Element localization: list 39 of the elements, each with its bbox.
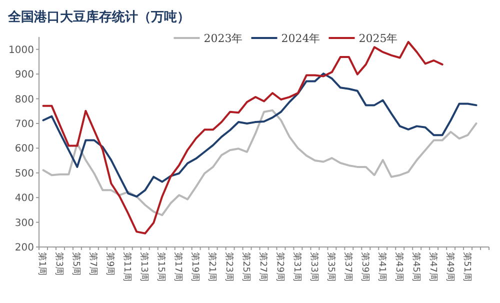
x-tick-label: 第31周: [291, 252, 302, 282]
y-tick-label: 500: [14, 168, 34, 180]
x-tick-label: 第3周: [54, 252, 65, 276]
x-tick-label: 第25周: [240, 252, 252, 282]
x-tick-label: 第23周: [224, 252, 235, 282]
x-tick-label: 第37周: [342, 252, 354, 282]
x-tick-label: 第17周: [172, 252, 184, 282]
legend-label: 2025年: [358, 32, 398, 45]
y-tick-label: 1000: [8, 44, 34, 56]
x-tick-label: 第15周: [156, 252, 167, 282]
legend-label: 2024年: [281, 32, 320, 45]
y-tick-label: 900: [14, 70, 34, 81]
x-tick-label: 第1周: [36, 252, 48, 276]
x-tick-label: 第41周: [376, 252, 388, 282]
x-tick-label: 第19周: [190, 252, 201, 282]
x-tick-label: 第39周: [359, 252, 370, 282]
x-tick-label: 第11周: [122, 252, 133, 282]
x-tick-label: 第49周: [444, 252, 456, 282]
legend-label: 2023年: [204, 32, 243, 45]
x-tick-label: 第13周: [138, 252, 150, 282]
x-tick-label: 第5周: [70, 252, 82, 276]
x-tick-label: 第45周: [410, 252, 422, 282]
x-tick-label: 第21周: [206, 252, 218, 282]
x-tick-label: 第51周: [461, 252, 472, 282]
y-tick-label: 700: [14, 118, 34, 130]
y-tick-label: 600: [14, 144, 34, 155]
y-tick-label: 200: [14, 242, 34, 254]
x-tick-label: 第29周: [274, 252, 286, 282]
x-tick-label: 第35周: [325, 252, 336, 282]
x-tick-label: 第9周: [104, 252, 116, 276]
x-tick-label: 第43周: [393, 252, 404, 282]
x-tick-label: 第27周: [258, 252, 268, 282]
x-tick-label: 第7周: [88, 252, 99, 276]
x-tick-label: 第33周: [308, 252, 320, 282]
y-tick-label: 400: [14, 193, 34, 204]
y-tick-label: 300: [14, 218, 34, 229]
y-tick-label: 800: [14, 94, 34, 106]
x-tick-label: 第47周: [427, 252, 438, 282]
chart-title: 全国港口大豆库存统计（万吨）: [7, 9, 190, 25]
